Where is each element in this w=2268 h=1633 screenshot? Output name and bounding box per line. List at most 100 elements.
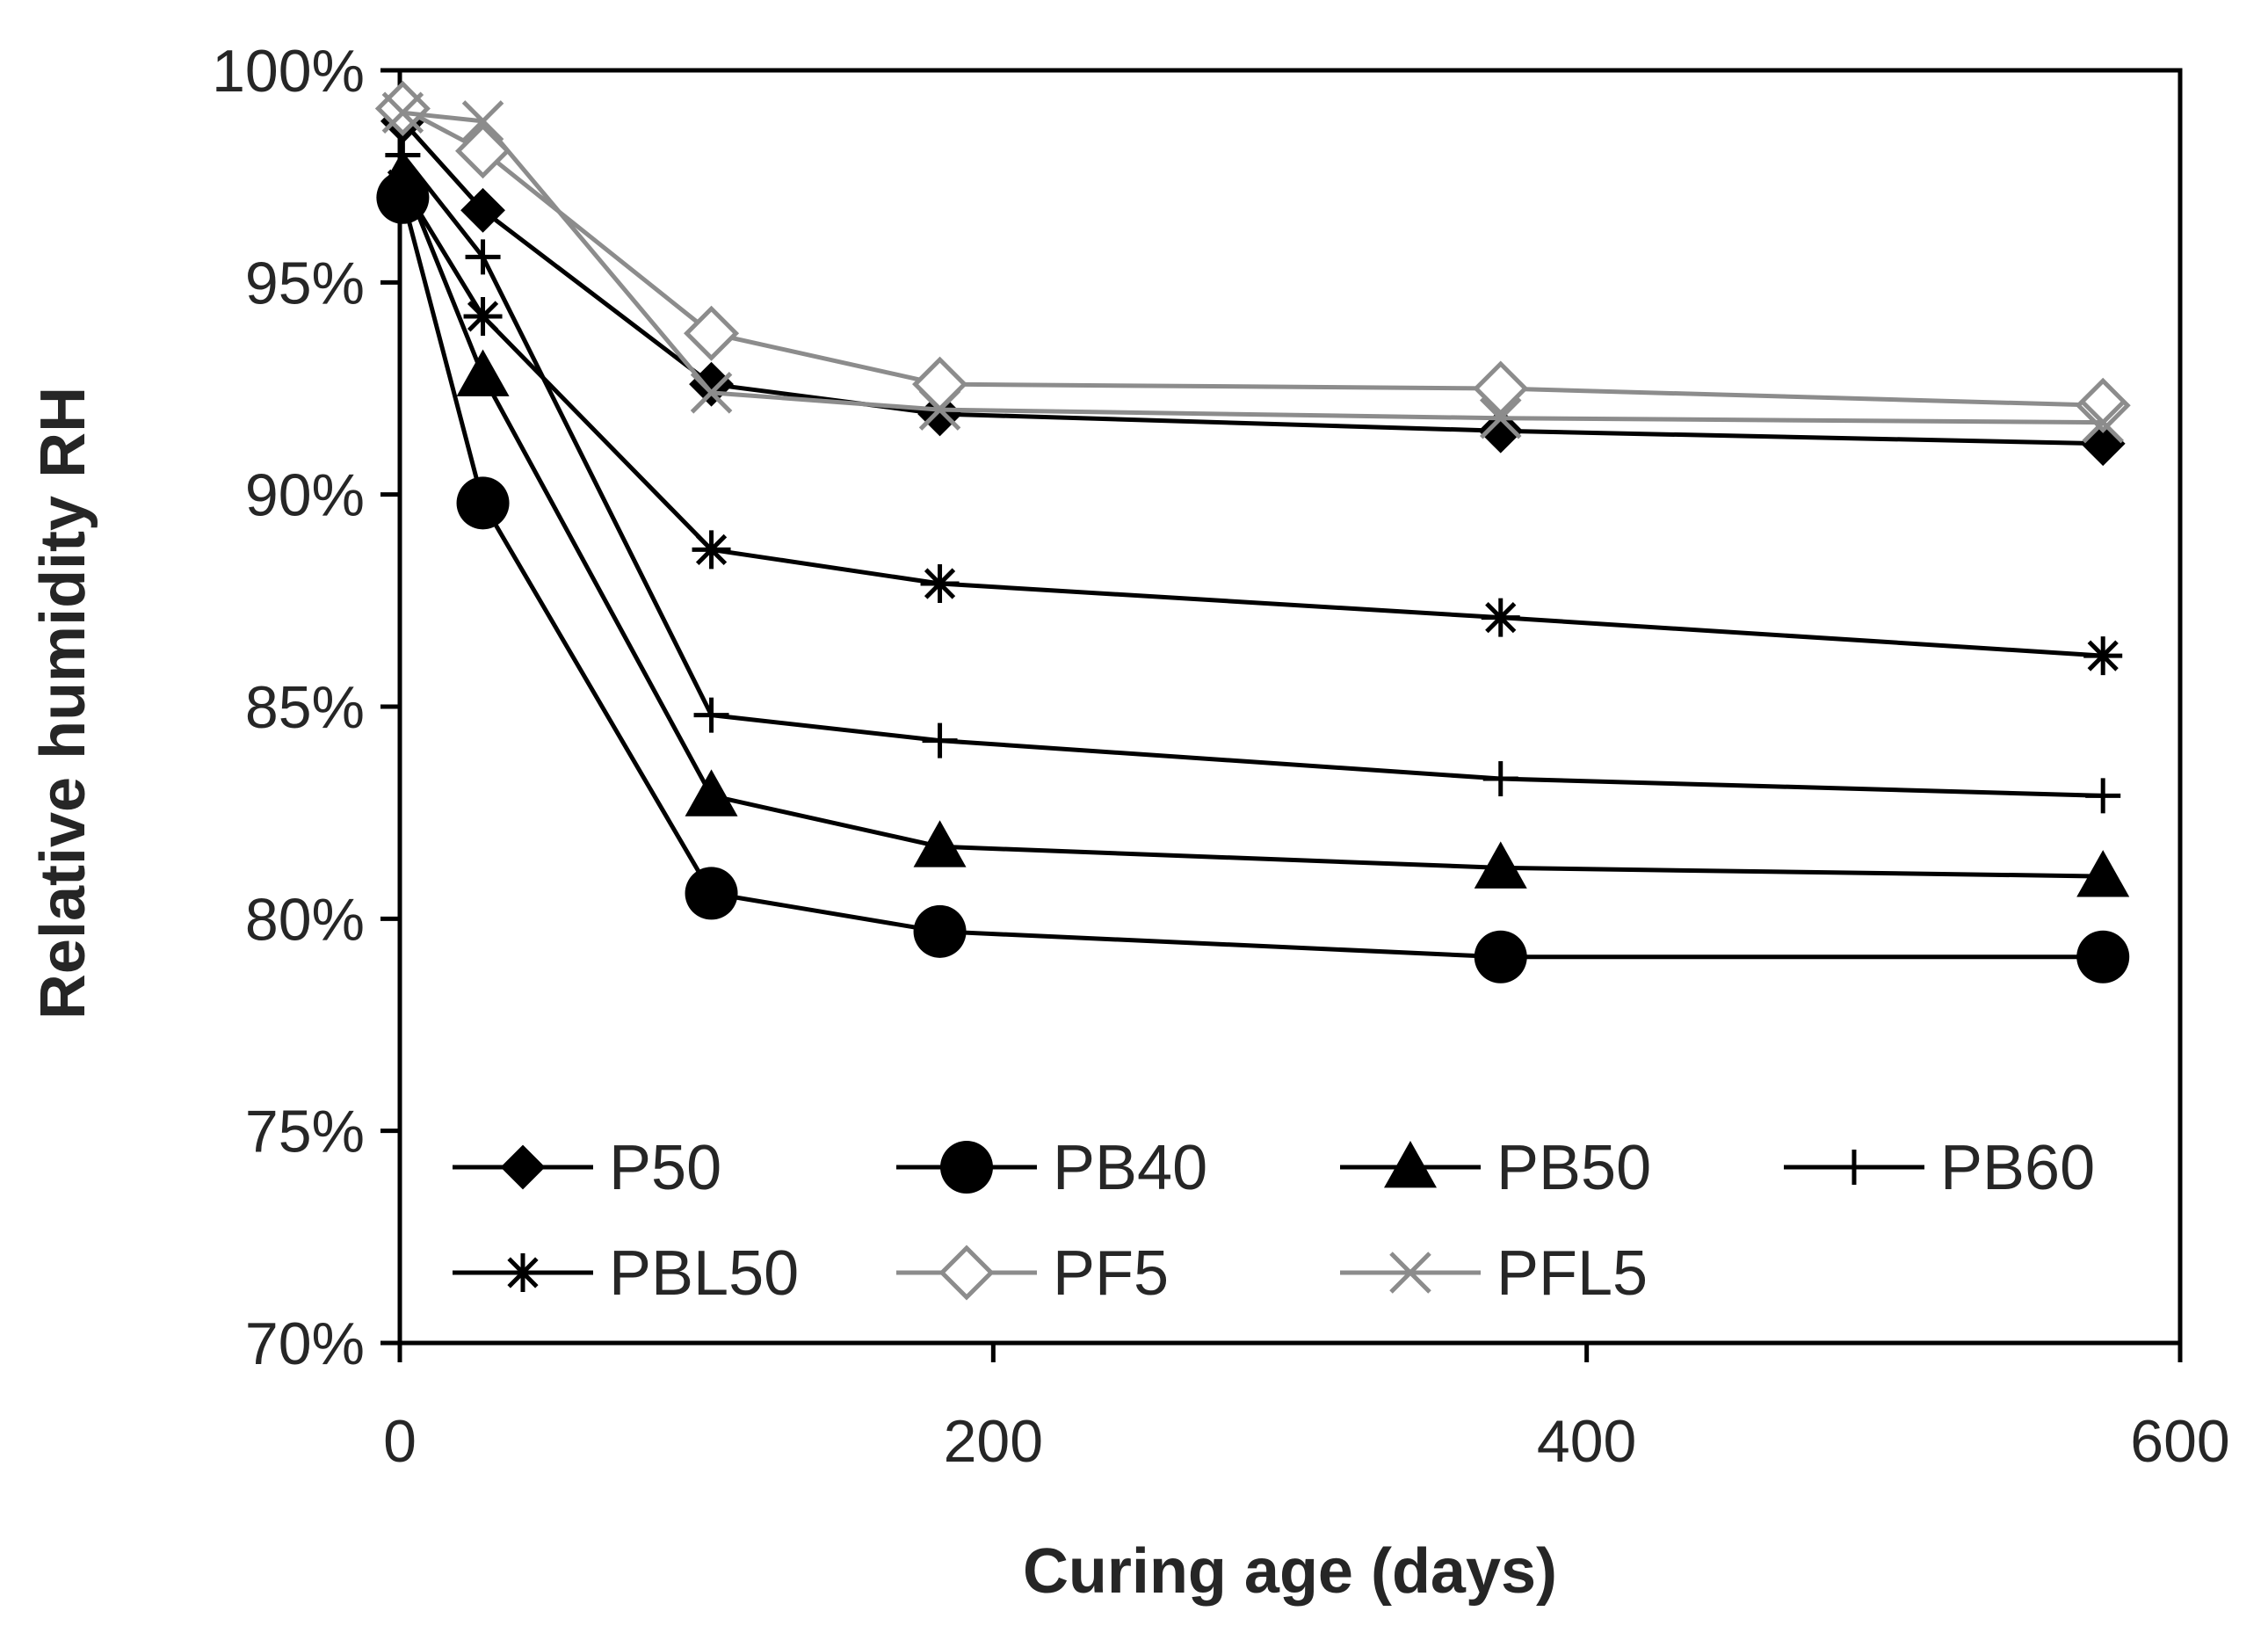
data-point-pb60 — [465, 239, 501, 275]
data-point-pb50 — [1474, 841, 1527, 889]
legend-marker-pfl5 — [1389, 1252, 1431, 1294]
data-point-pbl50 — [1481, 598, 1520, 637]
series-pfl5 — [381, 91, 2124, 444]
data-point-pbl50 — [920, 564, 960, 604]
legend-label-pb60: PB60 — [1940, 1133, 2095, 1203]
legend-item-pfl5: PFL5 — [1340, 1238, 1648, 1309]
legend-label-p50: P50 — [609, 1133, 721, 1203]
series-line-pf5 — [402, 106, 2104, 408]
series-pb50 — [376, 149, 2130, 897]
legend-label-pf5: PF5 — [1053, 1238, 1169, 1309]
data-point-pf5 — [1473, 360, 1529, 417]
data-point-pf5 — [2075, 377, 2131, 433]
circle-marker-shape — [456, 476, 510, 530]
x-marker-d2 — [381, 91, 424, 134]
series-pb40 — [376, 171, 2130, 983]
legend-label-pfl5: PFL5 — [1496, 1238, 1648, 1309]
data-point-pb50 — [456, 349, 510, 396]
data-point-pb60 — [693, 697, 729, 733]
legend-marker-pbl50 — [504, 1253, 542, 1292]
data-point-p50 — [460, 187, 505, 233]
data-point-pfl5 — [2082, 401, 2124, 444]
circle-marker-shape — [685, 867, 738, 920]
y-tick-label: 90% — [245, 462, 365, 529]
series-line-p50 — [401, 120, 2104, 446]
y-tick-label: 75% — [245, 1099, 365, 1165]
series-line-pfl5 — [402, 110, 2104, 425]
x-tick-label: 600 — [2130, 1408, 2229, 1475]
legend-label-pbl50: PBL50 — [609, 1238, 799, 1309]
series-line-pb40 — [400, 197, 2104, 960]
data-point-pbl50 — [2083, 636, 2123, 676]
data-point-pbl50 — [463, 296, 503, 336]
open-diamond-marker-shape — [455, 123, 511, 179]
open-diamond-marker-shape — [684, 305, 740, 361]
data-point-pb40 — [685, 867, 738, 920]
legend-item-pf5: PF5 — [896, 1238, 1169, 1309]
y-tick-label: 100% — [212, 38, 365, 105]
legend-marker-p50 — [500, 1144, 546, 1190]
data-point-pb60 — [2085, 778, 2121, 814]
legend-marker-pf5 — [938, 1245, 995, 1301]
open-diamond-marker-shape — [912, 356, 968, 412]
data-point-pfl5 — [461, 100, 504, 142]
circle-marker-shape — [2076, 930, 2130, 983]
data-point-pbl50 — [383, 165, 423, 205]
series-p50 — [380, 98, 2126, 467]
y-tick-label: 85% — [245, 674, 365, 741]
triangle-marker-shape — [456, 349, 510, 396]
data-point-pb50 — [685, 769, 738, 816]
x-tick-label: 0 — [383, 1408, 417, 1475]
data-point-pfl5 — [690, 372, 733, 414]
triangle-marker-shape — [2076, 850, 2130, 897]
legend-label-pb50: PB50 — [1496, 1133, 1651, 1203]
data-point-pb40 — [1474, 930, 1527, 983]
data-point-pb50 — [913, 820, 967, 867]
legend-marker-pb50 — [1384, 1141, 1437, 1188]
series-layer — [374, 80, 2131, 983]
x-marker-d2 — [1389, 1252, 1431, 1294]
circle-marker-shape — [913, 904, 967, 958]
x-tick-label: 200 — [944, 1408, 1043, 1475]
series-pb60 — [385, 137, 2121, 814]
triangle-marker-shape — [685, 769, 738, 816]
data-point-pfl5 — [918, 388, 961, 431]
axes-layer: 70% 75% 80% 85% 90% 95% 100% 0 200 400 600 — [212, 38, 2230, 1475]
data-point-pb40 — [913, 904, 967, 958]
y-tick-label: 95% — [245, 250, 365, 316]
y-tick-label: 70% — [245, 1310, 365, 1377]
open-diamond-marker-shape — [938, 1245, 995, 1301]
circle-marker-shape — [1474, 930, 1527, 983]
data-point-p50 — [689, 361, 734, 407]
data-point-pb60 — [1482, 761, 1518, 797]
data-point-pb40 — [2076, 930, 2130, 983]
legend-layer: P50 PB40 PB50 PB60 PBL50 PF5 PFL5 — [453, 1133, 2095, 1309]
open-diamond-marker-shape — [1473, 360, 1529, 417]
series-pbl50 — [383, 165, 2123, 676]
data-point-pb40 — [456, 476, 510, 530]
x-marker-d2 — [2082, 401, 2124, 444]
legend-item-pbl50: PBL50 — [453, 1238, 799, 1309]
circle-marker-shape — [940, 1141, 993, 1194]
legend-label-pb40: PB40 — [1053, 1133, 1207, 1203]
data-point-pf5 — [912, 356, 968, 412]
open-diamond-marker-shape — [374, 80, 431, 136]
data-point-pf5 — [684, 305, 740, 361]
open-diamond-marker-shape — [2075, 377, 2131, 433]
series-line-pb60 — [401, 153, 2104, 798]
diamond-marker-shape — [689, 361, 734, 407]
x-axis-title: Curing age (days) — [1023, 1536, 1557, 1607]
data-point-pf5 — [374, 80, 431, 136]
series-line-pbl50 — [401, 184, 2104, 658]
legend-marker-pb40 — [940, 1141, 993, 1194]
data-point-pb50 — [2076, 850, 2130, 897]
legend-item-p50: P50 — [453, 1133, 721, 1203]
data-point-pb60 — [922, 722, 958, 758]
legend-marker-pb60 — [1837, 1150, 1872, 1185]
x-marker-d2 — [918, 388, 961, 431]
x-marker-d2 — [461, 100, 504, 142]
triangle-marker-shape — [1384, 1141, 1437, 1188]
diamond-marker-shape — [460, 187, 505, 233]
